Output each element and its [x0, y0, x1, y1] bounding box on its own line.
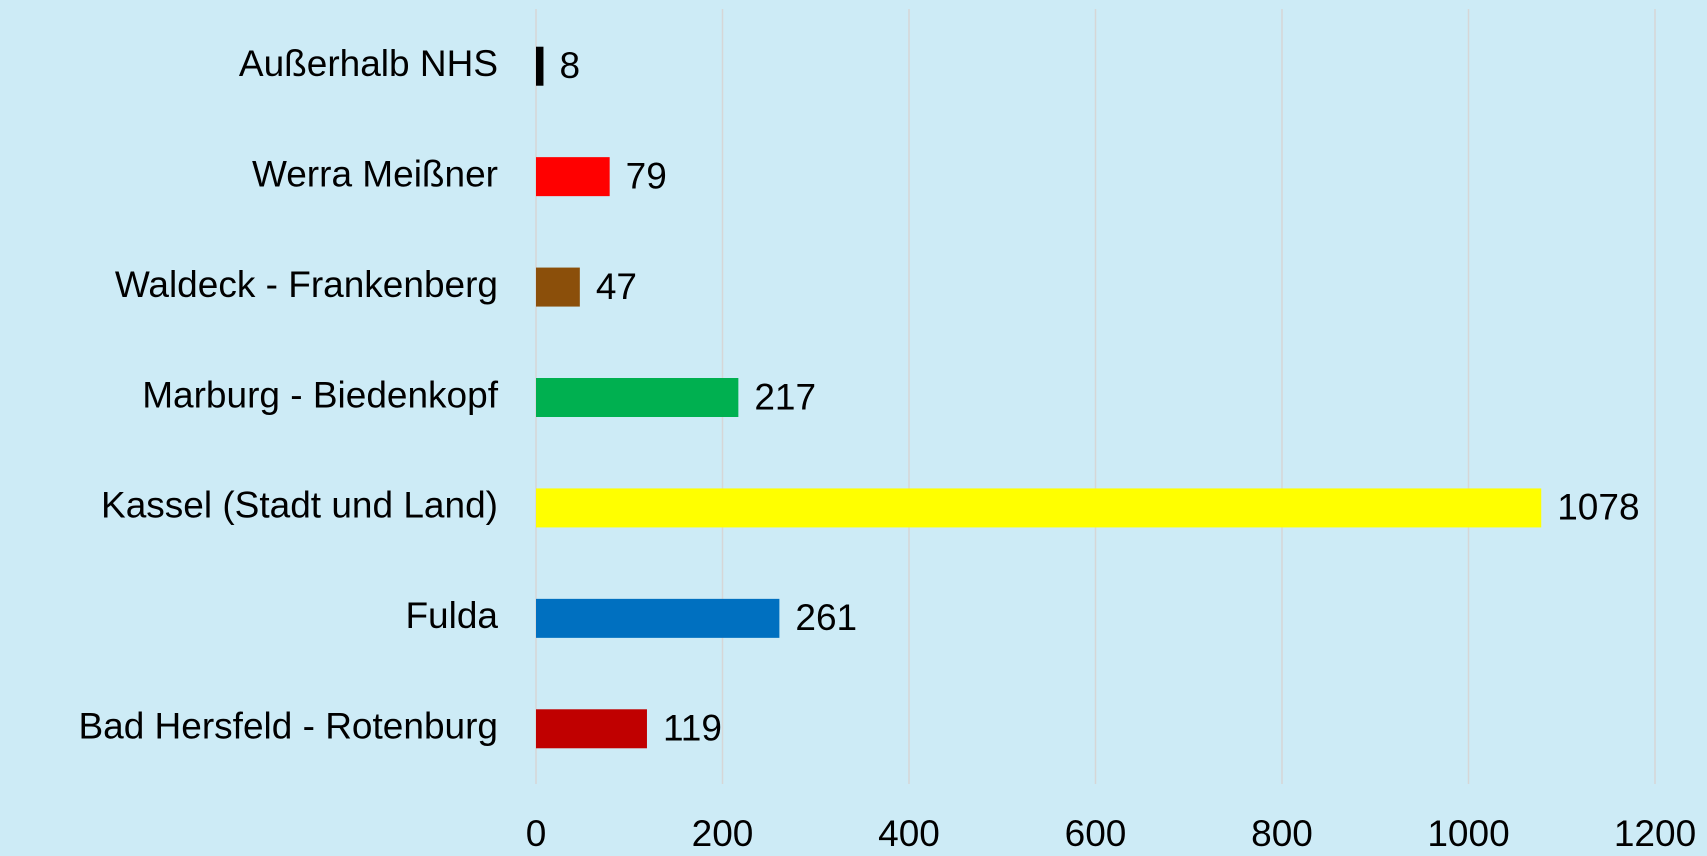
bar [536, 598, 780, 638]
x-tick-label: 1000 [1427, 813, 1509, 854]
x-tick-label: 0 [526, 813, 547, 854]
data-label: 47 [596, 266, 637, 307]
data-label: 217 [754, 376, 816, 417]
bar [536, 378, 739, 417]
y-tick-label: Werra Meißner [252, 153, 498, 194]
x-tick-label: 1200 [1614, 813, 1696, 854]
bar [536, 267, 580, 307]
y-tick-label: Außerhalb NHS [239, 43, 498, 84]
y-tick-label: Waldeck - Frankenberg [115, 264, 498, 305]
x-tick-label: 400 [878, 813, 940, 854]
data-label: 8 [559, 45, 580, 86]
bar [536, 709, 647, 749]
y-tick-label: Kassel (Stadt und Land) [101, 485, 498, 526]
x-tick-label: 600 [1065, 813, 1127, 854]
y-tick-label: Bad Hersfeld - Rotenburg [78, 706, 498, 747]
data-label: 79 [626, 155, 667, 196]
x-tick-label: 200 [692, 813, 754, 854]
y-tick-label: Marburg - Biedenkopf [142, 374, 499, 415]
bar [536, 46, 544, 86]
x-tick-label: 800 [1251, 813, 1313, 854]
data-label: 119 [663, 708, 722, 749]
data-label: 261 [795, 597, 857, 638]
bar [536, 488, 1542, 528]
bar [536, 157, 610, 197]
data-label: 1078 [1557, 487, 1639, 528]
y-tick-label: Fulda [405, 595, 498, 636]
